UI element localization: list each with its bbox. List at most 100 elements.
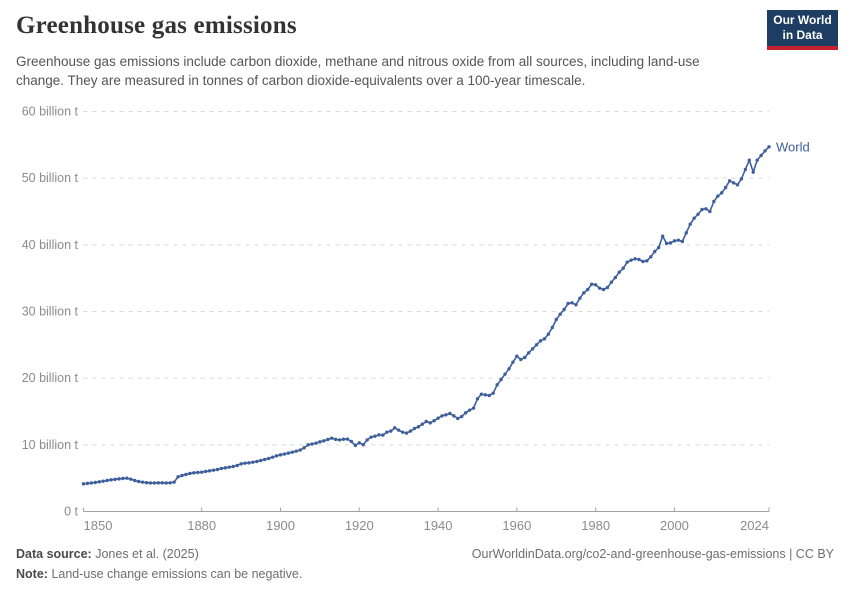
data-point[interactable]	[538, 339, 543, 343]
data-point[interactable]	[282, 452, 287, 456]
data-point[interactable]	[85, 481, 90, 486]
data-point[interactable]	[609, 280, 614, 284]
data-point[interactable]	[684, 231, 688, 235]
data-point[interactable]	[400, 430, 405, 434]
data-point[interactable]	[432, 419, 436, 423]
data-point[interactable]	[266, 456, 271, 461]
data-point[interactable]	[570, 301, 574, 305]
data-point[interactable]	[641, 259, 645, 264]
data-point[interactable]	[302, 446, 306, 450]
data-point[interactable]	[743, 167, 748, 172]
data-point[interactable]	[519, 357, 523, 362]
data-point[interactable]	[160, 481, 164, 485]
data-point[interactable]	[597, 286, 602, 290]
data-point[interactable]	[219, 466, 224, 471]
data-point[interactable]	[404, 431, 409, 435]
data-point[interactable]	[369, 435, 373, 439]
data-point[interactable]	[235, 463, 239, 468]
data-point[interactable]	[534, 343, 539, 347]
data-point[interactable]	[184, 472, 188, 477]
data-point[interactable]	[767, 145, 771, 149]
data-point[interactable]	[416, 425, 421, 429]
data-point[interactable]	[168, 481, 172, 485]
data-point[interactable]	[428, 421, 432, 425]
data-point[interactable]	[562, 307, 566, 312]
data-point[interactable]	[373, 434, 377, 438]
data-point[interactable]	[341, 437, 346, 441]
data-point[interactable]	[617, 270, 621, 274]
data-point[interactable]	[164, 481, 168, 485]
data-point[interactable]	[231, 464, 235, 469]
data-point[interactable]	[546, 332, 551, 336]
data-point[interactable]	[653, 249, 657, 254]
data-point[interactable]	[621, 266, 625, 270]
data-point[interactable]	[605, 285, 610, 290]
data-point[interactable]	[188, 471, 192, 476]
data-point[interactable]	[251, 460, 255, 464]
data-point[interactable]	[81, 482, 86, 486]
data-point[interactable]	[637, 257, 641, 262]
data-point[interactable]	[554, 317, 558, 322]
data-point[interactable]	[601, 287, 606, 292]
data-point[interactable]	[463, 411, 468, 415]
data-point[interactable]	[507, 367, 511, 371]
data-point[interactable]	[566, 301, 570, 306]
data-point[interactable]	[499, 377, 503, 382]
data-point[interactable]	[144, 481, 149, 485]
data-point[interactable]	[247, 461, 251, 465]
data-point[interactable]	[310, 442, 314, 446]
data-point[interactable]	[550, 325, 555, 330]
data-point[interactable]	[735, 183, 740, 187]
data-point[interactable]	[294, 449, 298, 453]
data-point[interactable]	[723, 185, 728, 190]
data-point[interactable]	[574, 303, 578, 307]
data-point[interactable]	[448, 411, 452, 416]
data-point[interactable]	[199, 470, 204, 474]
data-point[interactable]	[460, 414, 464, 419]
data-point[interactable]	[298, 448, 302, 452]
data-point[interactable]	[440, 414, 444, 418]
data-point[interactable]	[692, 216, 696, 220]
data-point[interactable]	[471, 406, 476, 410]
data-point[interactable]	[365, 438, 369, 442]
data-point[interactable]	[668, 241, 673, 245]
data-point[interactable]	[408, 429, 413, 433]
data-point[interactable]	[716, 194, 720, 198]
data-point[interactable]	[227, 465, 231, 469]
data-point[interactable]	[759, 153, 763, 158]
data-point[interactable]	[708, 209, 712, 214]
data-point[interactable]	[633, 257, 637, 261]
data-point[interactable]	[314, 441, 318, 445]
data-point[interactable]	[89, 481, 94, 485]
data-point[interactable]	[676, 238, 681, 242]
data-point[interactable]	[393, 426, 397, 430]
data-point[interactable]	[361, 443, 365, 447]
data-point[interactable]	[660, 234, 665, 238]
data-point[interactable]	[731, 181, 736, 185]
data-point[interactable]	[578, 296, 582, 300]
data-point[interactable]	[211, 468, 216, 472]
data-point[interactable]	[381, 433, 385, 437]
data-point[interactable]	[593, 283, 598, 287]
data-point[interactable]	[180, 473, 184, 478]
data-point[interactable]	[207, 469, 212, 473]
data-point[interactable]	[763, 149, 767, 153]
data-point[interactable]	[326, 437, 330, 442]
data-point[interactable]	[255, 459, 259, 464]
data-point[interactable]	[664, 241, 669, 246]
data-point[interactable]	[727, 179, 732, 183]
data-point[interactable]	[672, 239, 677, 243]
data-point[interactable]	[751, 170, 755, 174]
data-point[interactable]	[125, 476, 129, 480]
data-point[interactable]	[140, 480, 145, 484]
data-point[interactable]	[475, 397, 480, 401]
data-point[interactable]	[93, 480, 98, 485]
data-point[interactable]	[329, 436, 334, 440]
data-point[interactable]	[747, 158, 752, 162]
data-point[interactable]	[645, 259, 649, 263]
data-point[interactable]	[436, 416, 440, 420]
data-point[interactable]	[121, 476, 125, 481]
data-point[interactable]	[558, 312, 562, 316]
data-point[interactable]	[688, 222, 692, 226]
data-point[interactable]	[152, 481, 157, 485]
